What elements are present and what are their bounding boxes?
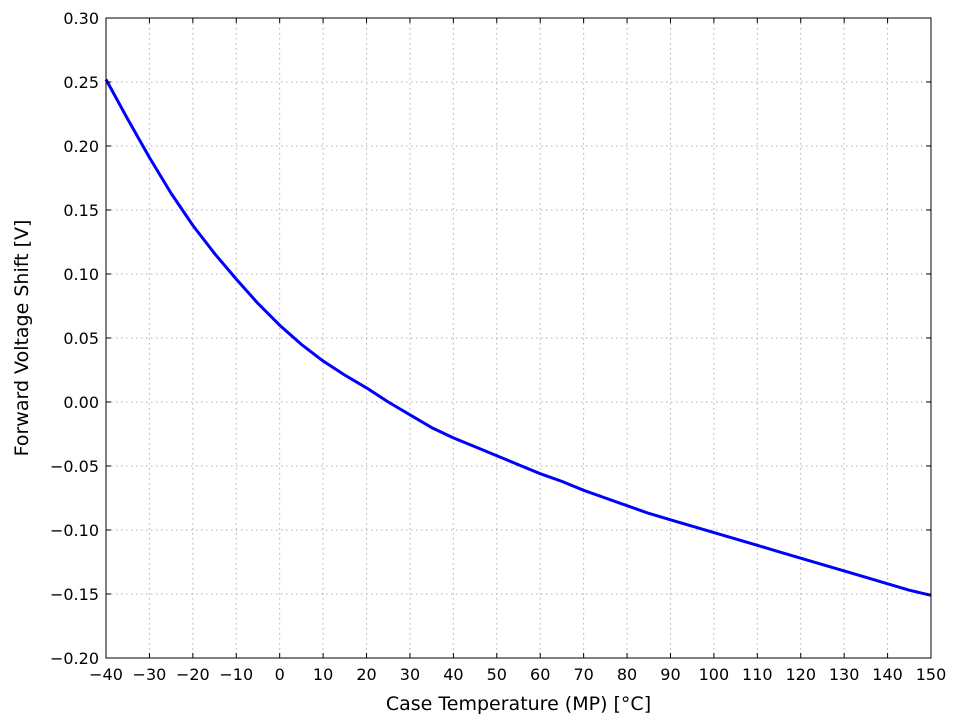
x-tick-label: 140 xyxy=(872,665,903,684)
x-tick-label: 110 xyxy=(742,665,773,684)
y-tick-label: 0.05 xyxy=(63,329,99,348)
x-tick-label: −10 xyxy=(219,665,253,684)
x-axis-label: Case Temperature (MP) [°C] xyxy=(386,693,651,715)
x-tick-label: 10 xyxy=(313,665,333,684)
series-line xyxy=(104,78,932,597)
x-tick-label: 80 xyxy=(617,665,637,684)
x-tick-label: −40 xyxy=(89,665,123,684)
y-tick-label: 0.15 xyxy=(63,201,99,220)
x-tick-label: 20 xyxy=(356,665,376,684)
x-tick-label: 60 xyxy=(530,665,550,684)
tick-marks xyxy=(105,17,932,659)
x-tick-label: 50 xyxy=(487,665,507,684)
grid-lines xyxy=(105,17,932,659)
x-tick-label: 0 xyxy=(275,665,285,684)
x-tick-label: 120 xyxy=(785,665,816,684)
x-tick-label: −20 xyxy=(176,665,210,684)
y-tick-label: 0.30 xyxy=(63,9,99,28)
x-tick-label: 30 xyxy=(400,665,420,684)
y-tick-labels: −0.20 −0.15 −0.10 −0.05 0.00 0.05 0.10 0.15 0.20… xyxy=(50,9,99,668)
x-tick-label: 90 xyxy=(660,665,680,684)
y-tick-label: 0.00 xyxy=(63,393,99,412)
y-tick-label: 0.10 xyxy=(63,265,99,284)
x-tick-label: 70 xyxy=(573,665,593,684)
y-tick-label: −0.05 xyxy=(50,457,99,476)
y-tick-label: 0.20 xyxy=(63,137,99,156)
x-tick-label: 130 xyxy=(829,665,860,684)
x-tick-labels: −40 −30 −20 −10 0 10 20 30 40 50 60 70 80 90 100 110 120… xyxy=(89,665,946,684)
x-tick-label: 40 xyxy=(443,665,463,684)
y-tick-label: −0.10 xyxy=(50,521,99,540)
x-tick-label: 150 xyxy=(916,665,947,684)
x-tick-label: −30 xyxy=(133,665,167,684)
y-tick-label: −0.15 xyxy=(50,585,99,604)
x-tick-label: 100 xyxy=(699,665,730,684)
series-layer xyxy=(104,78,932,597)
y-tick-label: −0.20 xyxy=(50,649,99,668)
y-axis-label: Forward Voltage Shift [V] xyxy=(11,220,33,457)
y-tick-label: 0.25 xyxy=(63,73,99,92)
